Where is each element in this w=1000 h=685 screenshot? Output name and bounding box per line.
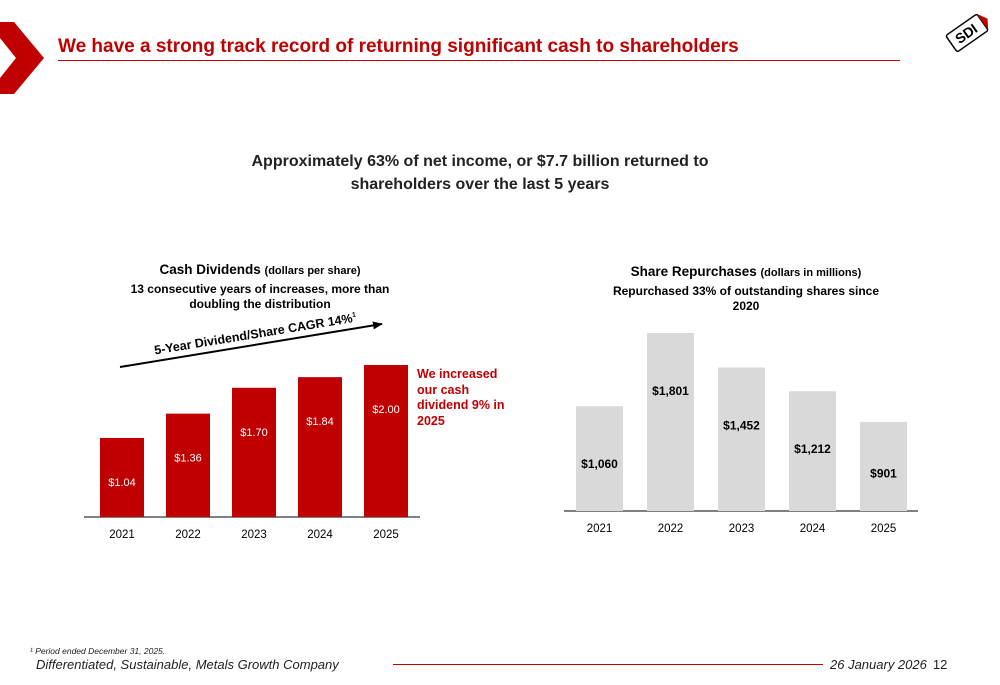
cagr-footnote-mark: 1 [352,312,357,320]
tick-label-2023: 2023 [241,529,267,541]
repurchases-title: Share Repurchases (dollars in millions) [586,264,906,279]
dividends-subtitle: 13 consecutive years of increases, more … [130,282,390,311]
bar-2021 [576,406,623,511]
bar-2024 [298,377,342,517]
bar-2024 [789,391,836,511]
data-label-2024: $1,212 [794,442,831,456]
dividends-title-note: (dollars per share) [264,265,361,277]
bar-2025 [860,421,907,511]
page-title: We have a strong track record of returni… [58,36,739,57]
data-label-2022: $1,801 [652,384,689,398]
bar-2025 [364,365,408,517]
headline: Approximately 63% of net income, or $7.7… [251,153,709,193]
tick-label-2024: 2024 [800,523,826,535]
tick-label-2025: 2025 [871,523,897,535]
repurchases-subtitle: Repurchased 33% of outstanding shares si… [612,284,880,313]
tick-label-2023: 2023 [729,523,755,535]
tick-label-2025: 2025 [373,529,399,541]
bar-2021 [100,437,144,517]
footer-date: 26 January 2026 [830,657,927,672]
tick-label-2021: 2021 [109,529,135,541]
data-label-2024: $1.84 [306,416,334,428]
page-number: 12 [932,657,948,672]
data-label-2025: $2.00 [372,404,400,416]
data-label-2025: $901 [870,467,897,481]
repurchases-chart: $1,060 2021 $1,801 2022 $1,452 2023 $1,212 2024… [564,333,918,535]
data-label-2023: $1,452 [723,418,760,432]
repurchases-title-main: Share Repurchases [630,264,757,279]
data-label-2021: $1,060 [581,457,618,471]
footer-divider [393,664,823,665]
bar-2022 [647,333,694,511]
red-chevron-icon [0,22,44,94]
bar-2022 [166,413,210,517]
data-label-2022: $1.36 [174,453,202,465]
dividends-title: Cash Dividends (dollars per share) [100,262,420,277]
data-label-2021: $1.04 [108,477,136,489]
dividend-increase-callout: We increased our cash dividend 9% in 202… [417,367,505,428]
dividends-chart: 5-Year Dividend/Share CAGR 14%1 $1.04202… [84,311,420,541]
cagr-arrow [119,321,383,368]
footer-tagline: Differentiated, Sustainable, Metals Grow… [36,657,339,672]
tick-label-2022: 2022 [175,529,201,541]
footnote: ¹ Period ended December 31, 2025. [30,646,166,656]
repurchases-title-note: (dollars in millions) [760,267,862,279]
tick-label-2024: 2024 [307,529,333,541]
title-divider [58,60,900,61]
bar-2023 [718,367,765,511]
tick-label-2022: 2022 [658,523,684,535]
bar-2023 [232,387,276,517]
dividends-title-main: Cash Dividends [159,262,261,277]
tick-label-2021: 2021 [587,523,613,535]
footer-date-page: 26 January 2026 12 [830,657,947,672]
sdi-logo: SDI [945,13,989,53]
data-label-2023: $1.70 [240,427,268,439]
